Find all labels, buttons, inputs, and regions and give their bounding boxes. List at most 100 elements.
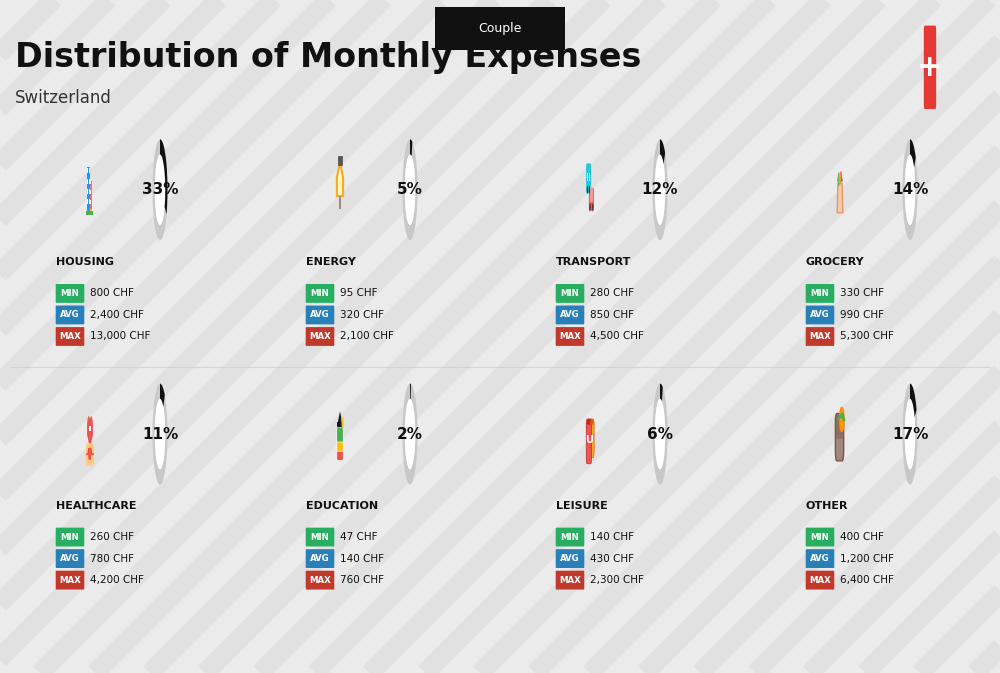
Text: 780 CHF: 780 CHF [90,554,134,563]
FancyBboxPatch shape [556,571,584,590]
Text: 17%: 17% [892,427,928,441]
Text: AVG: AVG [810,554,830,563]
Wedge shape [152,139,168,240]
Text: MAX: MAX [809,332,831,341]
Text: MAX: MAX [559,575,581,585]
Text: 260 CHF: 260 CHF [90,532,134,542]
Text: MAX: MAX [59,332,81,341]
Circle shape [405,155,415,225]
FancyBboxPatch shape [86,444,94,466]
Text: HOUSING: HOUSING [56,258,114,267]
Text: $: $ [838,415,845,425]
Text: 33%: 33% [142,182,178,197]
Text: MIN: MIN [561,289,579,298]
Text: 760 CHF: 760 CHF [340,575,384,585]
Circle shape [840,171,842,184]
Text: 12%: 12% [642,182,678,197]
Text: MIN: MIN [561,532,579,542]
Circle shape [840,408,844,431]
Text: TRANSPORT: TRANSPORT [556,258,631,267]
Bar [339,196,341,209]
Text: MIN: MIN [311,532,329,542]
Wedge shape [652,139,668,240]
Text: MAX: MAX [309,575,331,585]
Circle shape [405,398,415,470]
Text: 47 CHF: 47 CHF [340,532,378,542]
Text: AVG: AVG [560,310,580,320]
Polygon shape [338,411,342,423]
Text: 850 CHF: 850 CHF [590,310,634,320]
Wedge shape [660,139,665,164]
FancyBboxPatch shape [56,306,84,324]
Bar [90,182,92,213]
Text: LEISURE: LEISURE [556,501,608,511]
Text: AVG: AVG [560,554,580,563]
Text: +: + [917,52,943,82]
Bar [89,426,91,431]
Text: 2,300 CHF: 2,300 CHF [590,575,644,585]
FancyBboxPatch shape [556,284,584,303]
FancyBboxPatch shape [337,436,343,451]
Text: AVG: AVG [60,554,80,563]
FancyBboxPatch shape [590,187,593,203]
FancyBboxPatch shape [56,327,84,346]
FancyBboxPatch shape [556,549,584,568]
FancyBboxPatch shape [589,419,594,458]
FancyBboxPatch shape [806,549,834,568]
Bar [87,167,90,213]
Text: AVG: AVG [60,310,80,320]
FancyBboxPatch shape [806,327,834,346]
Circle shape [589,203,591,211]
FancyBboxPatch shape [56,571,84,590]
FancyBboxPatch shape [306,571,334,590]
Text: MIN: MIN [61,532,79,542]
Wedge shape [902,384,917,485]
FancyBboxPatch shape [806,528,834,546]
FancyBboxPatch shape [56,549,84,568]
FancyBboxPatch shape [306,549,334,568]
Wedge shape [902,139,917,240]
Text: 14%: 14% [892,182,928,197]
FancyBboxPatch shape [806,284,834,303]
FancyBboxPatch shape [556,327,584,346]
Text: 280 CHF: 280 CHF [590,289,634,298]
Text: MAX: MAX [59,575,81,585]
Text: 4,500 CHF: 4,500 CHF [590,332,644,341]
Circle shape [838,172,840,187]
FancyBboxPatch shape [836,415,843,439]
Text: OTHER: OTHER [806,501,848,511]
Text: ENERGY: ENERGY [306,258,356,267]
Circle shape [905,398,915,470]
FancyBboxPatch shape [337,427,343,442]
Circle shape [155,398,165,470]
Text: MAX: MAX [559,332,581,341]
Text: 2,400 CHF: 2,400 CHF [90,310,144,320]
Text: Switzerland: Switzerland [15,89,112,106]
Circle shape [587,186,588,194]
Text: MIN: MIN [811,532,829,542]
Text: 1,200 CHF: 1,200 CHF [840,554,894,563]
Circle shape [589,186,590,194]
FancyBboxPatch shape [589,188,594,211]
Wedge shape [160,139,167,214]
FancyBboxPatch shape [556,306,584,324]
Wedge shape [660,384,663,401]
Text: 140 CHF: 140 CHF [590,532,634,542]
Circle shape [905,155,915,225]
FancyBboxPatch shape [586,164,591,193]
FancyBboxPatch shape [306,284,334,303]
Text: 6%: 6% [647,427,673,441]
Text: 5,300 CHF: 5,300 CHF [840,332,894,341]
Circle shape [839,174,841,185]
Text: MIN: MIN [311,289,329,298]
Text: HEALTHCARE: HEALTHCARE [56,501,136,511]
FancyBboxPatch shape [306,528,334,546]
Text: AVG: AVG [310,554,330,563]
Text: MIN: MIN [811,289,829,298]
Bar [90,209,92,213]
Wedge shape [910,139,916,168]
Text: 800 CHF: 800 CHF [90,289,134,298]
Text: 320 CHF: 320 CHF [340,310,384,320]
Circle shape [592,203,593,211]
Wedge shape [410,139,412,156]
